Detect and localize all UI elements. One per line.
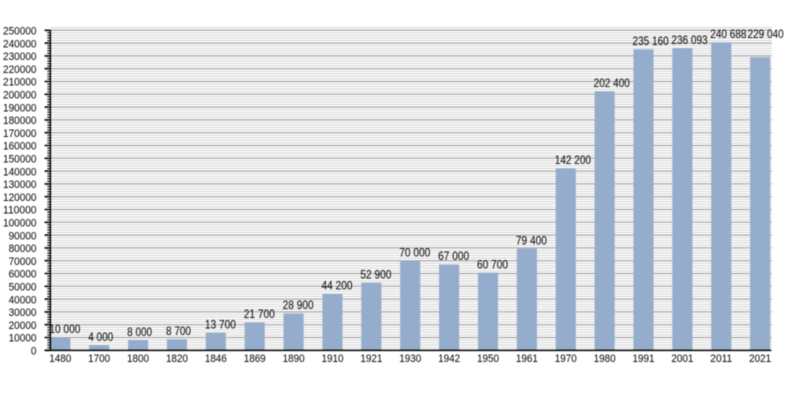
svg-text:10 000: 10 000 (49, 322, 80, 336)
svg-text:202 400: 202 400 (594, 76, 630, 90)
svg-text:1921: 1921 (360, 353, 382, 365)
svg-text:80000: 80000 (9, 243, 37, 255)
svg-text:30000: 30000 (9, 307, 37, 319)
svg-text:50000: 50000 (9, 282, 37, 294)
svg-text:1970: 1970 (555, 353, 577, 365)
svg-text:160000: 160000 (3, 141, 37, 153)
svg-text:2001: 2001 (671, 353, 693, 365)
svg-text:130000: 130000 (3, 179, 37, 191)
svg-text:235 160: 235 160 (633, 34, 669, 48)
svg-text:1961: 1961 (516, 353, 538, 365)
svg-text:140000: 140000 (3, 166, 37, 178)
svg-text:1942: 1942 (438, 353, 460, 365)
svg-text:8 700: 8 700 (166, 324, 191, 338)
svg-text:120000: 120000 (3, 192, 37, 204)
svg-text:142 200: 142 200 (555, 153, 591, 167)
svg-text:240000: 240000 (3, 38, 37, 50)
svg-text:90000: 90000 (9, 230, 37, 242)
svg-text:210000: 210000 (3, 77, 37, 89)
svg-text:40000: 40000 (9, 294, 37, 306)
svg-text:220000: 220000 (3, 64, 37, 76)
svg-text:170000: 170000 (3, 128, 37, 140)
svg-text:0: 0 (31, 346, 37, 358)
svg-text:67 000: 67 000 (438, 249, 469, 263)
svg-text:1890: 1890 (283, 353, 305, 365)
svg-text:60 700: 60 700 (477, 257, 508, 271)
svg-text:100000: 100000 (3, 218, 37, 230)
svg-text:1480: 1480 (49, 353, 71, 365)
svg-text:8 000: 8 000 (127, 325, 152, 339)
svg-text:110000: 110000 (3, 205, 37, 217)
svg-text:52 900: 52 900 (360, 267, 391, 281)
svg-text:1700: 1700 (88, 353, 110, 365)
svg-text:10000: 10000 (9, 333, 37, 345)
svg-text:13 700: 13 700 (205, 317, 236, 331)
svg-text:236 093: 236 093 (671, 33, 707, 47)
svg-text:190000: 190000 (3, 102, 37, 114)
svg-text:1846: 1846 (205, 353, 227, 365)
svg-text:60000: 60000 (9, 269, 37, 281)
svg-text:2021: 2021 (749, 353, 771, 365)
svg-text:150000: 150000 (3, 154, 37, 166)
svg-text:1910: 1910 (321, 353, 343, 365)
svg-text:4 000: 4 000 (88, 330, 113, 344)
svg-text:70 000: 70 000 (399, 245, 430, 259)
svg-text:230000: 230000 (3, 51, 37, 63)
svg-text:180000: 180000 (3, 115, 37, 127)
svg-text:1800: 1800 (127, 353, 149, 365)
svg-text:229 040: 229 040 (748, 27, 784, 41)
svg-text:1930: 1930 (399, 353, 421, 365)
svg-text:1980: 1980 (594, 353, 616, 365)
svg-text:21 700: 21 700 (244, 307, 275, 321)
svg-text:250000: 250000 (3, 26, 37, 38)
svg-text:1869: 1869 (244, 353, 266, 365)
svg-text:1950: 1950 (477, 353, 499, 365)
svg-text:70000: 70000 (9, 256, 37, 268)
svg-text:44 200: 44 200 (322, 278, 353, 292)
svg-text:240 688: 240 688 (710, 27, 746, 41)
svg-text:28 900: 28 900 (283, 298, 314, 312)
svg-text:1820: 1820 (166, 353, 188, 365)
svg-text:20000: 20000 (9, 320, 37, 332)
svg-text:79 400: 79 400 (516, 233, 547, 247)
svg-text:1991: 1991 (633, 353, 655, 365)
svg-text:200000: 200000 (3, 90, 37, 102)
svg-text:2011: 2011 (710, 353, 732, 365)
